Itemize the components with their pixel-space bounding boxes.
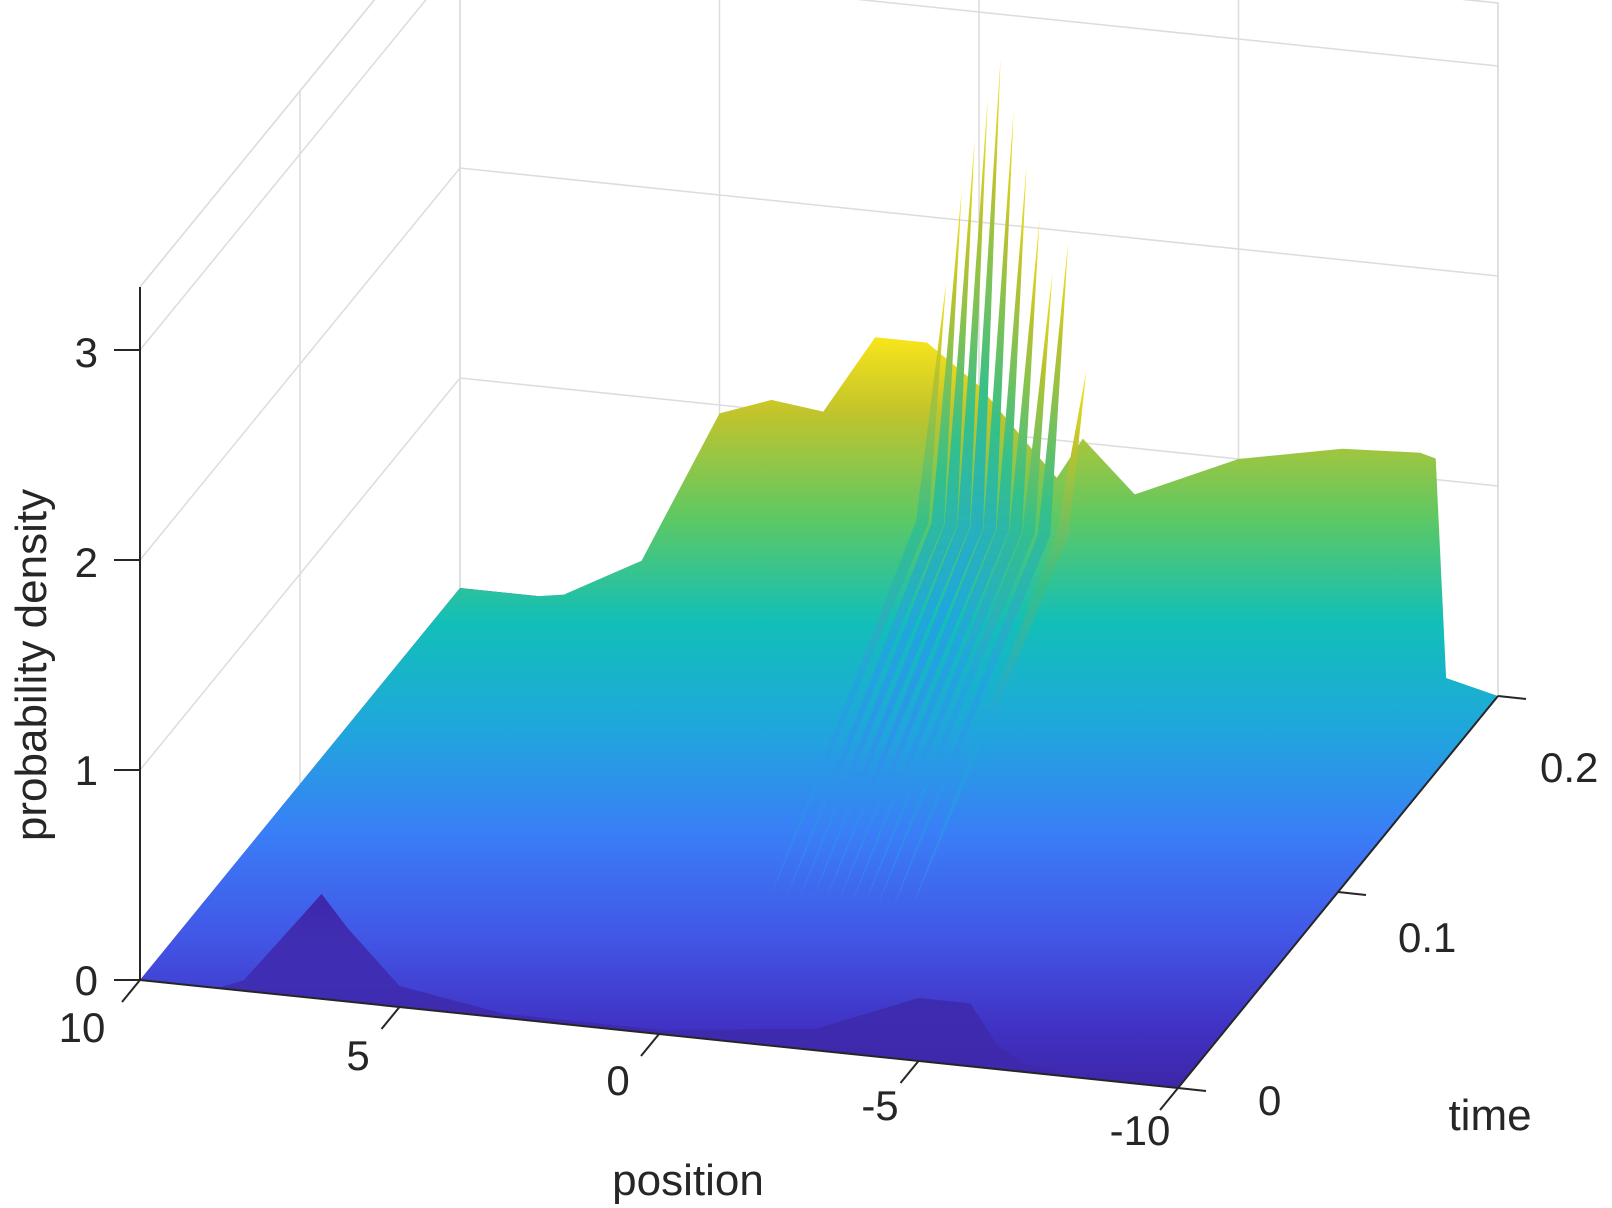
- x-axis-label: position: [612, 1156, 764, 1205]
- axes: [114, 287, 1527, 1111]
- x-tick-mark: [1159, 1087, 1179, 1111]
- grid-line: [139, 0, 1499, 351]
- density-peak: [892, 242, 1069, 910]
- y-tick-mark: [1177, 1087, 1207, 1092]
- y-tick-label: 0.1: [1398, 914, 1456, 961]
- x-tick-mark: [121, 979, 141, 1003]
- density-peak: [785, 189, 962, 899]
- x-tick-label: 0: [606, 1057, 629, 1104]
- y-tick-label: 0.2: [1540, 744, 1598, 791]
- x-tick-labels: 10 5 0 -5 -10: [59, 1004, 1171, 1154]
- y-tick-label: 0: [1258, 1077, 1281, 1124]
- probability-surface: [140, 57, 1498, 1088]
- x-tick-mark: [899, 1060, 920, 1084]
- x-tick-mark: [380, 1006, 401, 1030]
- x-tick-label: 10: [59, 1004, 106, 1051]
- x-tick-label: -10: [1110, 1107, 1171, 1154]
- x-tick-label: -5: [861, 1082, 898, 1129]
- grid: [139, 0, 1499, 980]
- x-tick-label: 5: [346, 1032, 369, 1079]
- y-tick-mark: [1337, 891, 1367, 896]
- surface-body: [140, 337, 1498, 1088]
- y-tick-labels: 0 0.1 0.2: [1258, 744, 1598, 1124]
- z-tick-label: 0: [75, 957, 98, 1004]
- z-tick-label: 1: [75, 747, 98, 794]
- y-axis-label: time: [1448, 1091, 1531, 1140]
- z-tick-labels: 0 1 2 3: [75, 329, 98, 1004]
- x-tick-mark: [640, 1033, 660, 1057]
- density-peak: [863, 218, 1040, 907]
- z-tick-label: 3: [75, 329, 98, 376]
- surface-shading: [140, 893, 1178, 1088]
- grid-line: [139, 0, 1499, 696]
- z-tick-label: 2: [75, 539, 98, 586]
- z-axis-label: probability density: [7, 489, 56, 841]
- y-tick-mark: [1497, 695, 1527, 700]
- grid-line: [139, 0, 1499, 288]
